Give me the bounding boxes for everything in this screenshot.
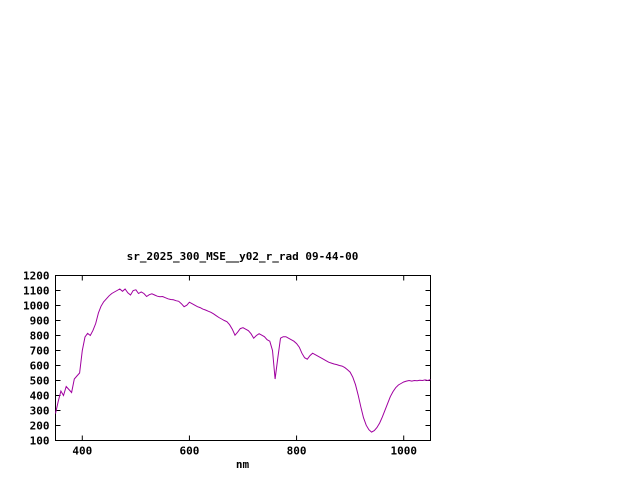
y-tick-label: 900 — [30, 315, 50, 328]
radiance-curve — [55, 288, 431, 433]
x-tick-label: 400 — [72, 445, 92, 458]
y-tick-label: 1200 — [23, 270, 50, 283]
y-tick-label: 400 — [30, 390, 50, 403]
x-axis-label: nm — [235, 458, 250, 471]
y-tick-label: 500 — [30, 375, 50, 388]
x-tick-label: 800 — [287, 445, 307, 458]
plot-border — [55, 275, 431, 441]
y-tick-label: 1000 — [23, 300, 50, 313]
x-tick-label: 600 — [179, 445, 199, 458]
y-tick-label: 600 — [30, 360, 50, 373]
y-tick-label: 1100 — [23, 285, 50, 298]
chart-title: sr_2025_300_MSE__y02_r_rad 09-44-00 — [126, 250, 359, 263]
y-tick-label: 300 — [30, 405, 50, 418]
y-tick-label: 800 — [30, 330, 50, 343]
y-tick-label: 700 — [30, 345, 50, 358]
x-tick-label: 1000 — [390, 445, 417, 458]
y-tick-label: 200 — [30, 420, 50, 433]
y-tick-label: 100 — [30, 435, 50, 448]
